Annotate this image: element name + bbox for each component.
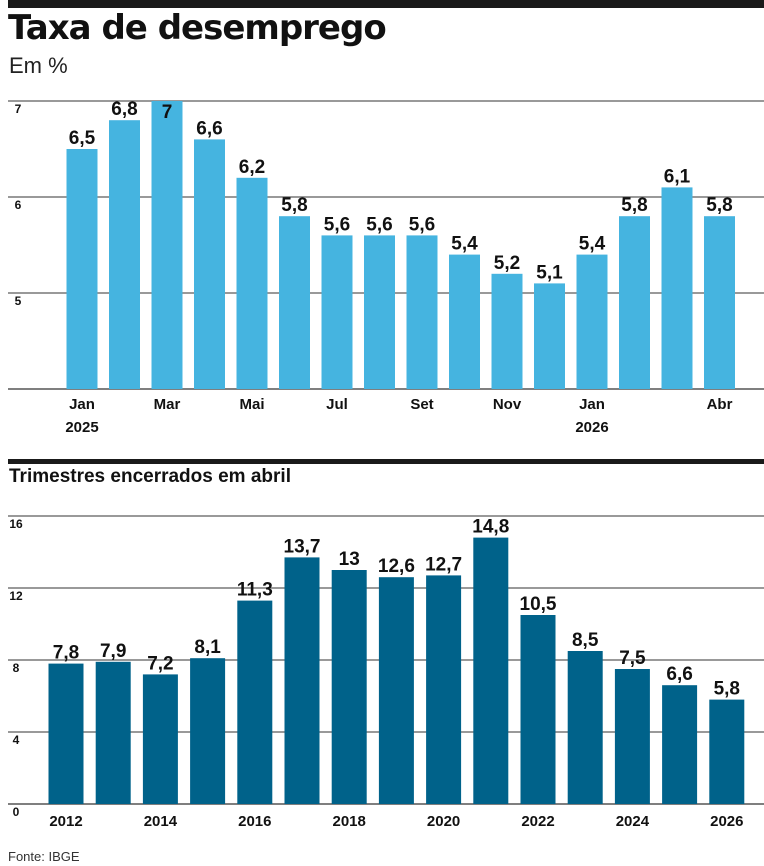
monthly-bar bbox=[619, 216, 650, 389]
quarterly-y-tick-label: 12 bbox=[9, 589, 23, 603]
monthly-value-label: 5,4 bbox=[451, 234, 478, 255]
quarterly-bar bbox=[284, 557, 320, 804]
monthly-value-label: 6,2 bbox=[239, 157, 265, 178]
quarterly-x-tick-label: 2016 bbox=[238, 813, 271, 830]
quarterly-x-tick-label: 2014 bbox=[144, 813, 178, 830]
monthly-x-tick-label: Jul bbox=[326, 396, 348, 413]
quarterly-value-label: 12,6 bbox=[378, 556, 415, 577]
source-note: Fonte: IBGE bbox=[8, 849, 80, 864]
monthly-bar bbox=[704, 216, 735, 389]
quarterly-y-tick-label: 8 bbox=[13, 661, 20, 675]
monthly-value-label: 6,1 bbox=[664, 166, 691, 187]
quarterly-y-tick-label: 4 bbox=[13, 733, 20, 747]
quarterly-value-label: 7,2 bbox=[147, 653, 173, 674]
monthly-value-label: 6,6 bbox=[196, 118, 222, 139]
quarterly-bar bbox=[190, 658, 226, 804]
quarterly-value-label: 10,5 bbox=[520, 594, 557, 615]
monthly-value-label: 6,5 bbox=[69, 128, 96, 149]
quarterly-bar bbox=[614, 669, 650, 804]
quarterly-value-label: 5,8 bbox=[714, 679, 740, 700]
monthly-bar bbox=[491, 273, 523, 389]
monthly-x-tick-label: Jan bbox=[579, 396, 605, 413]
quarterly-bar bbox=[520, 615, 556, 804]
monthly-x-tick-label: Mai bbox=[239, 396, 264, 413]
monthly-bar bbox=[236, 177, 268, 389]
monthly-value-label: 5,8 bbox=[621, 195, 647, 216]
monthly-value-label: 7 bbox=[162, 102, 173, 123]
quarterly-bar bbox=[142, 674, 178, 804]
monthly-bar bbox=[151, 101, 183, 389]
monthly-value-label: 5,4 bbox=[579, 234, 606, 255]
quarterly-x-tick-label: 2024 bbox=[616, 813, 650, 830]
monthly-bar bbox=[109, 120, 140, 389]
quarterly-bar bbox=[426, 575, 462, 804]
quarterly-bar bbox=[709, 699, 745, 804]
monthly-y-tick-label: 6 bbox=[15, 198, 22, 212]
quarterly-value-label: 7,5 bbox=[619, 648, 646, 669]
quarterly-bar bbox=[331, 570, 367, 804]
quarterly-value-label: 14,8 bbox=[472, 517, 509, 538]
section-divider bbox=[8, 459, 764, 464]
quarterly-bar bbox=[48, 663, 84, 804]
quarterly-value-label: 11,3 bbox=[237, 580, 273, 601]
monthly-value-label: 6,8 bbox=[111, 99, 137, 120]
quarterly-value-label: 8,5 bbox=[572, 630, 599, 651]
monthly-value-label: 5,8 bbox=[706, 195, 732, 216]
monthly-x-tick-label: Abr bbox=[707, 396, 733, 413]
quarterly-bar bbox=[662, 685, 698, 804]
quarterly-chart-title: Trimestres encerrados em abril bbox=[9, 466, 291, 487]
monthly-y-tick-label: 7 bbox=[15, 102, 22, 116]
monthly-unemployment-chart: 5 6 7 6,5 Jan 2025 6,8 7 Mar 6,6 6,2 Mai 5,8 5,6 Jul 5,… bbox=[8, 99, 764, 436]
quarterly-bar bbox=[237, 600, 273, 804]
quarterly-value-label: 13 bbox=[339, 549, 360, 570]
quarterly-x-tick-label: 2018 bbox=[333, 813, 366, 830]
quarterly-x-tick-label: 2026 bbox=[710, 813, 743, 830]
monthly-bar bbox=[576, 254, 608, 389]
monthly-year-label: 2026 bbox=[575, 419, 608, 436]
quarterly-bar bbox=[473, 537, 509, 804]
monthly-value-label: 5,8 bbox=[281, 195, 307, 216]
monthly-bar bbox=[321, 235, 353, 389]
monthly-bar bbox=[406, 235, 438, 389]
top-rule bbox=[8, 0, 764, 8]
monthly-value-label: 5,2 bbox=[494, 253, 520, 274]
quarterly-value-label: 7,9 bbox=[100, 641, 126, 662]
monthly-bar bbox=[66, 149, 98, 389]
quarterly-x-tick-label: 2022 bbox=[521, 813, 554, 830]
quarterly-bar bbox=[95, 661, 131, 804]
quarterly-y-tick-label: 0 bbox=[13, 805, 20, 819]
quarterly-bar bbox=[567, 651, 603, 804]
monthly-y-tick-label: 5 bbox=[15, 294, 22, 308]
quarterly-y-tick-label: 16 bbox=[9, 517, 23, 531]
chart-subtitle: Em % bbox=[9, 53, 68, 78]
monthly-bar bbox=[449, 254, 480, 389]
monthly-value-label: 5,6 bbox=[409, 214, 435, 235]
quarterly-value-label: 8,1 bbox=[194, 637, 221, 658]
monthly-bar bbox=[364, 235, 395, 389]
quarterly-x-tick-label: 2020 bbox=[427, 813, 460, 830]
quarterly-value-label: 7,8 bbox=[53, 643, 79, 664]
monthly-year-label: 2025 bbox=[65, 419, 98, 436]
quarterly-value-label: 12,7 bbox=[425, 554, 462, 575]
monthly-bar bbox=[661, 187, 693, 389]
monthly-bar bbox=[194, 139, 225, 389]
monthly-x-tick-label: Nov bbox=[493, 396, 522, 413]
monthly-x-tick-label: Set bbox=[410, 396, 433, 413]
quarterly-x-tick-label: 2012 bbox=[49, 813, 82, 830]
monthly-bar bbox=[534, 283, 565, 389]
monthly-value-label: 5,6 bbox=[324, 214, 350, 235]
quarterly-value-label: 6,6 bbox=[666, 664, 692, 685]
quarterly-bar bbox=[378, 577, 414, 804]
monthly-value-label: 5,6 bbox=[366, 214, 392, 235]
quarterly-value-label: 13,7 bbox=[284, 536, 321, 557]
monthly-value-label: 5,1 bbox=[536, 262, 563, 283]
monthly-x-tick-label: Mar bbox=[154, 396, 181, 413]
monthly-bar bbox=[279, 216, 310, 389]
monthly-x-tick-label: Jan bbox=[69, 396, 95, 413]
chart-title: Taxa de desemprego bbox=[8, 8, 387, 48]
